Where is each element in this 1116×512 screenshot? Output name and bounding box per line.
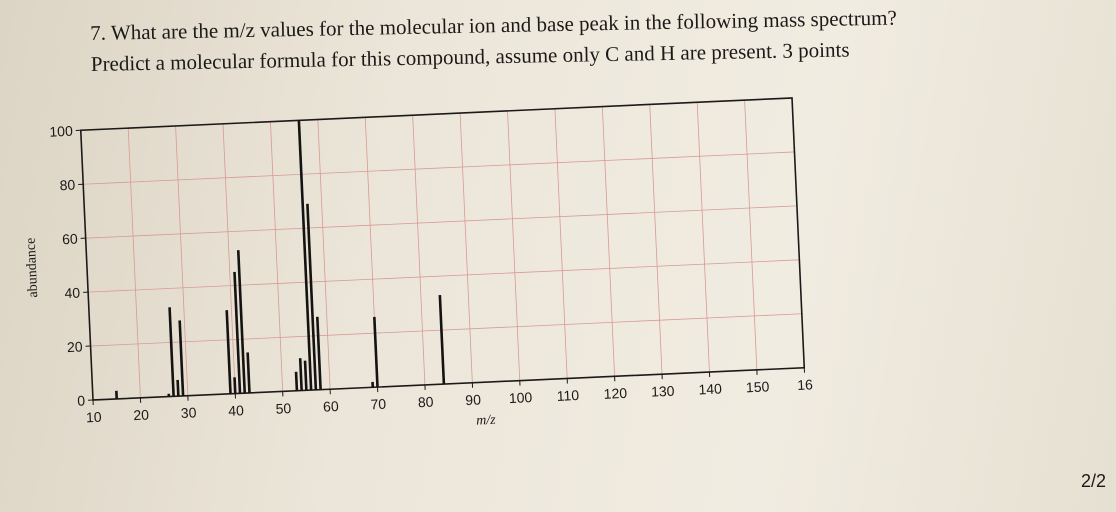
x-tick-label: 70 (370, 396, 386, 413)
peak-bar (236, 250, 247, 394)
peak-bar (225, 310, 232, 394)
peak-bar (168, 307, 175, 397)
peak-bar (315, 316, 322, 390)
grid-line-vertical (507, 110, 521, 381)
x-tick-label: 30 (180, 404, 196, 421)
x-tick-label: 16 (797, 376, 813, 393)
peak-bar (298, 358, 303, 391)
grid-line-vertical (744, 100, 758, 370)
grid-line-horizontal (83, 151, 795, 185)
chart-grid (83, 100, 802, 398)
y-tick-label: 80 (59, 177, 75, 194)
y-axis-title: abundance (24, 237, 42, 297)
x-tick-label: 60 (323, 398, 339, 415)
peak-bar (297, 120, 313, 391)
grid-line-vertical (222, 123, 236, 394)
peak-bar (233, 271, 242, 394)
grid-line-vertical (696, 102, 710, 373)
y-tick-label: 100 (49, 123, 73, 140)
x-tick-label: 20 (133, 406, 149, 423)
peak-bar (233, 377, 237, 394)
grid-line-horizontal (85, 205, 797, 239)
page-number: 2/2 (1080, 471, 1106, 491)
peak-bar (294, 371, 299, 391)
y-tick-label: 40 (64, 284, 80, 301)
peak-bar (246, 352, 251, 393)
grid-line-vertical (554, 108, 568, 379)
peak-bar (303, 360, 308, 391)
peaks-group (115, 120, 446, 399)
grid-line-horizontal (88, 259, 800, 293)
y-tick-label: 20 (67, 338, 83, 355)
grid-line-horizontal (90, 313, 802, 347)
x-tick-label: 110 (556, 387, 579, 404)
peak-bar (306, 203, 318, 390)
x-tick-label: 90 (465, 391, 481, 408)
grid-line-vertical (459, 113, 473, 383)
peak-bar (176, 379, 180, 397)
x-tick-labels: 10 20 30 40 50 60 70 80 90 100 110 120 130 140 150 16 (86, 367, 813, 426)
peak-bar (373, 316, 379, 388)
x-tick-label: 140 (698, 380, 722, 397)
grid-line-vertical (127, 128, 141, 398)
y-tick-label: 60 (62, 231, 78, 248)
x-tick-label: 50 (275, 400, 291, 417)
x-tick-label: 150 (746, 378, 770, 395)
peak-bar (438, 294, 446, 385)
x-tick-label: 130 (651, 383, 675, 400)
grid-line-vertical (317, 119, 331, 390)
x-axis-title: m/z (476, 413, 497, 429)
grid-line-vertical (412, 115, 426, 385)
x-tick-label: 10 (86, 409, 102, 426)
peak-bar (178, 320, 185, 396)
y-tick-label: 0 (77, 392, 86, 408)
x-tick-label: 40 (228, 402, 244, 419)
chart-frame (79, 97, 806, 401)
x-tick-label: 80 (418, 394, 434, 411)
y-tick-labels: 0 20 40 60 80 100 (49, 123, 94, 409)
grid-line-vertical (649, 104, 663, 375)
grid-line-vertical (270, 121, 284, 392)
grid-line-vertical (175, 125, 189, 396)
grid-line-vertical (601, 106, 615, 377)
x-tick-label: 120 (603, 385, 627, 402)
x-tick-label: 100 (509, 389, 533, 406)
